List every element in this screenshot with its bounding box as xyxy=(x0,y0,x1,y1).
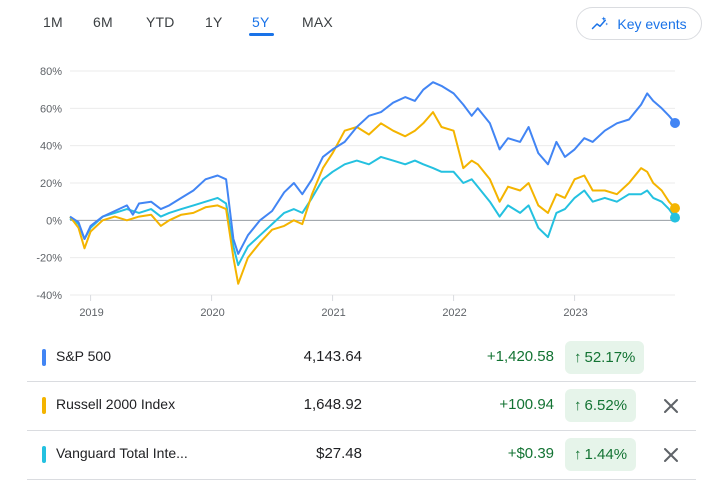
y-tick-label: -40% xyxy=(36,290,62,302)
series-change: +1,420.58 xyxy=(486,348,554,365)
up-arrow-icon: ↑ xyxy=(574,349,582,366)
y-tick-label: 80% xyxy=(40,66,62,78)
price-chart[interactable]: 80%60%40%20%0%-20%-40% 2019 2020 2021 2022 2… xyxy=(0,0,712,330)
series-price: $27.48 xyxy=(316,445,362,462)
series-price: 1,648.92 xyxy=(303,396,362,413)
up-arrow-icon: ↑ xyxy=(574,446,582,463)
series-end-dot xyxy=(670,212,680,223)
x-tick-label: 2022 xyxy=(442,307,466,319)
percent-value: 1.44% xyxy=(584,446,628,463)
series-swatch xyxy=(42,446,46,463)
percent-value: 6.52% xyxy=(584,397,628,414)
tab-5y[interactable]: 5Y xyxy=(252,14,270,30)
percent-badge: ↑ 6.52% xyxy=(565,389,637,422)
tab-1y[interactable]: 1Y xyxy=(205,14,223,30)
series-lines xyxy=(69,81,676,285)
tab-1m[interactable]: 1M xyxy=(43,14,63,30)
trend-sparkle-icon xyxy=(592,16,609,29)
series-change: +100.94 xyxy=(499,396,554,413)
percent-badge: ↑ 1.44% xyxy=(565,438,637,471)
legend-row-vanguard[interactable]: Vanguard Total Inte... $27.48 +$0.39 ↑ 1.… xyxy=(27,431,696,480)
up-arrow-icon: ↑ xyxy=(574,397,582,414)
legend-row-sp500[interactable]: S&P 500 4,143.64 +1,420.58 ↑ 52.17% xyxy=(27,334,696,382)
series-line xyxy=(69,155,676,267)
series-change: +$0.39 xyxy=(507,445,554,462)
chart-grid xyxy=(70,70,675,296)
range-tabs: 1M 6M YTD 1Y 5Y MAX xyxy=(0,0,712,50)
close-icon[interactable] xyxy=(661,445,681,465)
series-line xyxy=(69,81,676,255)
series-name: Vanguard Total Inte... xyxy=(56,445,188,461)
x-axis-ticks: 2019 2020 2021 2022 2023 xyxy=(79,295,588,319)
comparison-legend: S&P 500 4,143.64 +1,420.58 ↑ 52.17% Russe… xyxy=(27,334,696,480)
y-tick-label: 20% xyxy=(40,178,62,190)
tab-ytd[interactable]: YTD xyxy=(146,14,175,30)
x-tick-label: 2021 xyxy=(321,307,345,319)
x-tick-label: 2020 xyxy=(200,307,224,319)
y-tick-label: 60% xyxy=(40,103,62,115)
x-tick-label: 2023 xyxy=(563,307,587,319)
active-tab-indicator xyxy=(249,33,274,36)
series-swatch xyxy=(42,397,46,414)
percent-badge: ↑ 52.17% xyxy=(565,341,645,374)
series-price: 4,143.64 xyxy=(303,348,362,365)
series-name: S&P 500 xyxy=(56,348,112,364)
series-end-dots xyxy=(670,117,680,223)
close-icon[interactable] xyxy=(661,396,681,416)
series-end-dot xyxy=(670,203,680,214)
legend-row-russell[interactable]: Russell 2000 Index 1,648.92 +100.94 ↑ 6.5… xyxy=(27,382,696,431)
tab-max[interactable]: MAX xyxy=(302,14,333,30)
key-events-button[interactable]: Key events xyxy=(576,7,702,40)
y-tick-label: -20% xyxy=(36,253,62,265)
series-line xyxy=(69,111,676,285)
tab-6m[interactable]: 6M xyxy=(93,14,113,30)
y-tick-label: 40% xyxy=(40,141,62,153)
series-name: Russell 2000 Index xyxy=(56,396,176,412)
percent-value: 52.17% xyxy=(584,349,636,366)
series-end-dot xyxy=(670,117,680,128)
key-events-label: Key events xyxy=(617,15,687,32)
y-tick-label: 0% xyxy=(46,215,62,227)
y-axis-ticks: 80% 60% 40% 20% 0% -20% -40% xyxy=(36,66,62,302)
x-tick-label: 2019 xyxy=(79,307,103,319)
series-swatch xyxy=(42,349,46,366)
